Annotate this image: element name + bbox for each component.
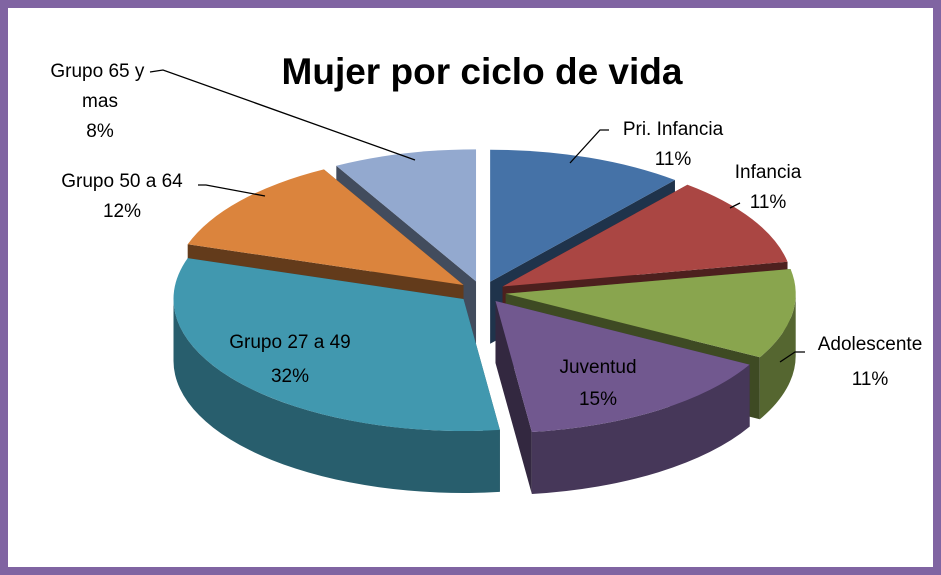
category-label: Grupo 50 a 64 [61, 171, 183, 192]
slice-top [336, 149, 477, 282]
slice-top [495, 301, 750, 432]
leader-line [198, 184, 266, 197]
chart-title: Mujer por ciclo de vida [282, 51, 683, 92]
slice [495, 301, 750, 494]
slice [173, 258, 500, 493]
percent-label: 12% [103, 201, 141, 222]
leader-line [729, 202, 741, 209]
slice-side [759, 293, 796, 420]
slice-top [505, 268, 796, 358]
category-label: Pri. Infancia [623, 119, 724, 140]
slice-top [173, 258, 500, 431]
slice-side [531, 364, 750, 494]
leader-line [569, 129, 609, 164]
category-label: Adolescente [818, 334, 923, 355]
leader-line [149, 69, 416, 161]
percent-label: 11% [655, 149, 692, 170]
category-label: Infancia [735, 162, 802, 183]
category-label: Grupo 65 y mas [50, 61, 149, 112]
category-label: Juventud [559, 357, 636, 378]
percent-label: 11% [750, 192, 787, 213]
category-label: Grupo 27 a 49 [229, 332, 350, 353]
slice-top [490, 149, 675, 282]
percent-label: 15% [579, 389, 617, 410]
percent-label: 32% [271, 366, 309, 387]
slice-top [187, 169, 464, 286]
slice-top [502, 184, 788, 287]
slice-wall [495, 301, 532, 494]
percent-label: 8% [86, 121, 114, 142]
percent-label: 11% [852, 369, 889, 390]
slice-side [173, 298, 500, 493]
leader-line [779, 351, 805, 363]
